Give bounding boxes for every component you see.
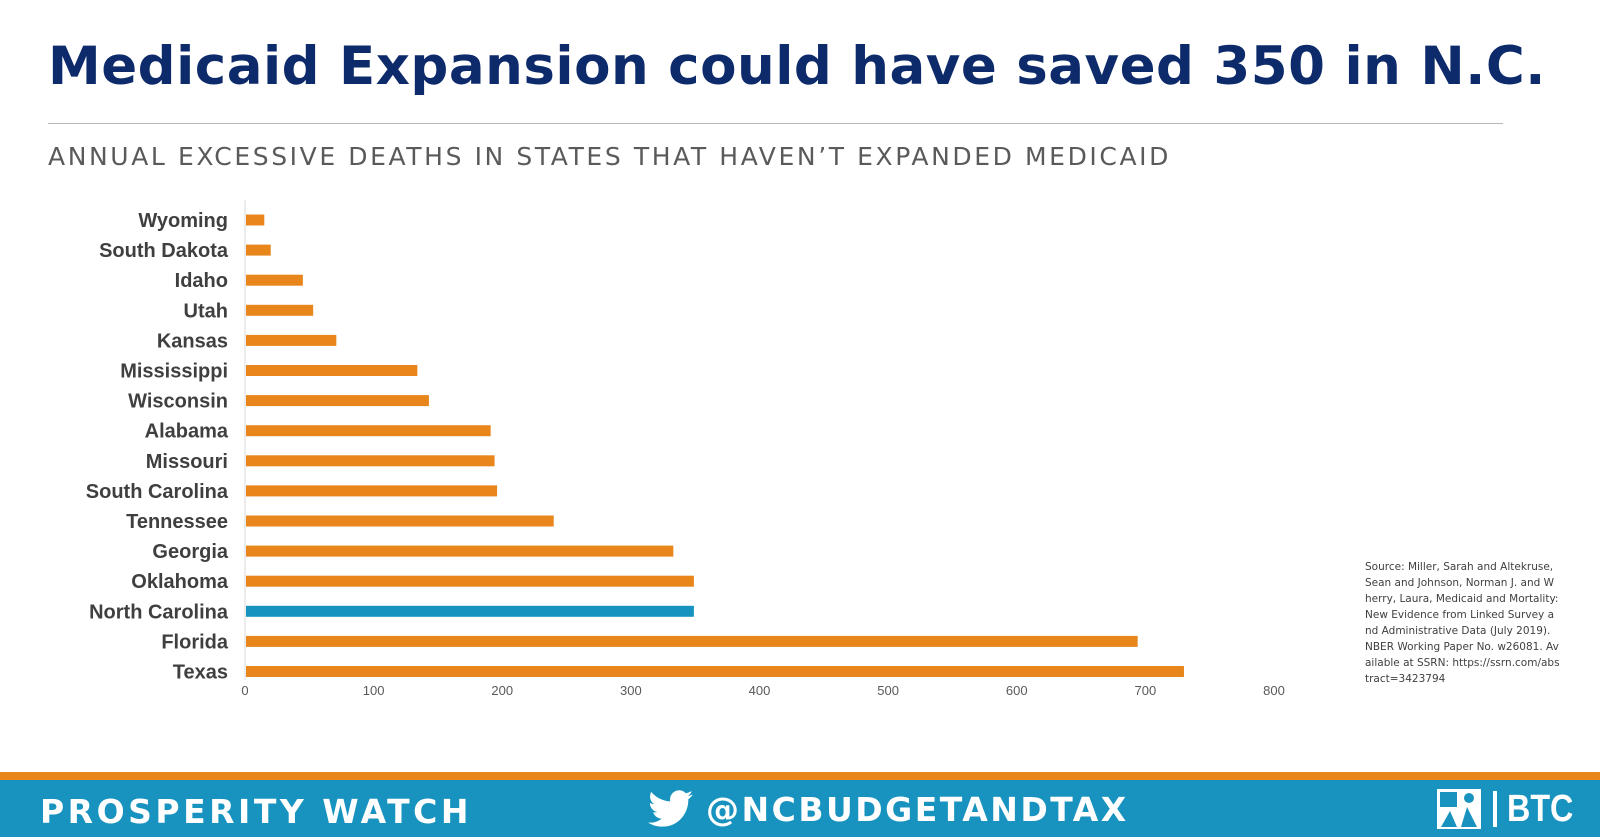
footer-bar: PROSPERITY WATCH @NCBUDGETANDTAX BTC	[0, 780, 1600, 837]
bar	[246, 395, 429, 407]
category-label: Kansas	[157, 330, 228, 352]
bar	[246, 274, 303, 286]
bar	[246, 515, 554, 527]
category-label: Tennessee	[126, 511, 228, 533]
x-tick-label: 500	[877, 683, 899, 698]
bar	[246, 214, 265, 226]
bar-chart: Wyoming South Dakota Idaho Utah Kansas Missis…	[86, 200, 1285, 698]
bar	[246, 575, 694, 587]
bar	[246, 334, 337, 346]
x-tick-label: 100	[363, 683, 385, 698]
category-label: South Carolina	[86, 481, 229, 503]
category-label: Mississippi	[120, 361, 228, 383]
bar	[246, 455, 495, 467]
source-note: Source: Miller, Sarah and Altekruse, Sea…	[1365, 561, 1560, 685]
twitter-handle-link[interactable]: @NCBUDGETANDTAX	[648, 787, 1129, 831]
category-label: Wisconsin	[128, 391, 228, 413]
footer-accent-stripe	[0, 772, 1600, 780]
category-label: Texas	[173, 662, 228, 684]
category-label: Utah	[184, 300, 228, 322]
x-tick-label: 800	[1263, 683, 1285, 698]
page-title: Medicaid Expansion could have saved 350 …	[48, 36, 1546, 97]
category-label: North Carolina	[89, 601, 229, 623]
btc-logo: BTC	[1437, 787, 1585, 831]
x-tick-label: 200	[491, 683, 513, 698]
category-label: Wyoming	[138, 210, 228, 232]
footer-brand-label: PROSPERITY WATCH	[40, 792, 472, 831]
title-divider	[48, 123, 1503, 124]
x-tick-label: 400	[749, 683, 771, 698]
bar	[246, 666, 1184, 677]
bar	[246, 304, 314, 316]
category-label: Missouri	[146, 451, 228, 473]
category-label: Alabama	[145, 421, 229, 443]
category-label: Georgia	[152, 541, 228, 563]
x-tick-label: 0	[241, 683, 248, 698]
btc-logo-text: BTC	[1507, 787, 1574, 830]
x-tick-label: 300	[620, 683, 642, 698]
category-label: Oklahoma	[131, 571, 229, 593]
bar	[246, 244, 271, 256]
twitter-bird-icon	[648, 790, 694, 827]
bar	[246, 485, 498, 497]
chart-subtitle: ANNUAL EXCESSIVE DEATHS IN STATES THAT H…	[48, 142, 1171, 171]
bar	[246, 635, 1138, 647]
category-label: South Dakota	[99, 240, 229, 262]
bar	[246, 425, 491, 437]
bar-highlighted	[246, 605, 694, 617]
twitter-handle-text: @NCBUDGETANDTAX	[706, 789, 1129, 829]
x-tick-label: 600	[1006, 683, 1028, 698]
btc-logo-icon	[1437, 789, 1481, 829]
category-label: Idaho	[175, 270, 228, 292]
category-label: Florida	[161, 631, 229, 653]
bar	[246, 545, 674, 557]
logo-separator	[1493, 791, 1497, 827]
bar	[246, 365, 418, 376]
x-tick-label: 700	[1135, 683, 1157, 698]
